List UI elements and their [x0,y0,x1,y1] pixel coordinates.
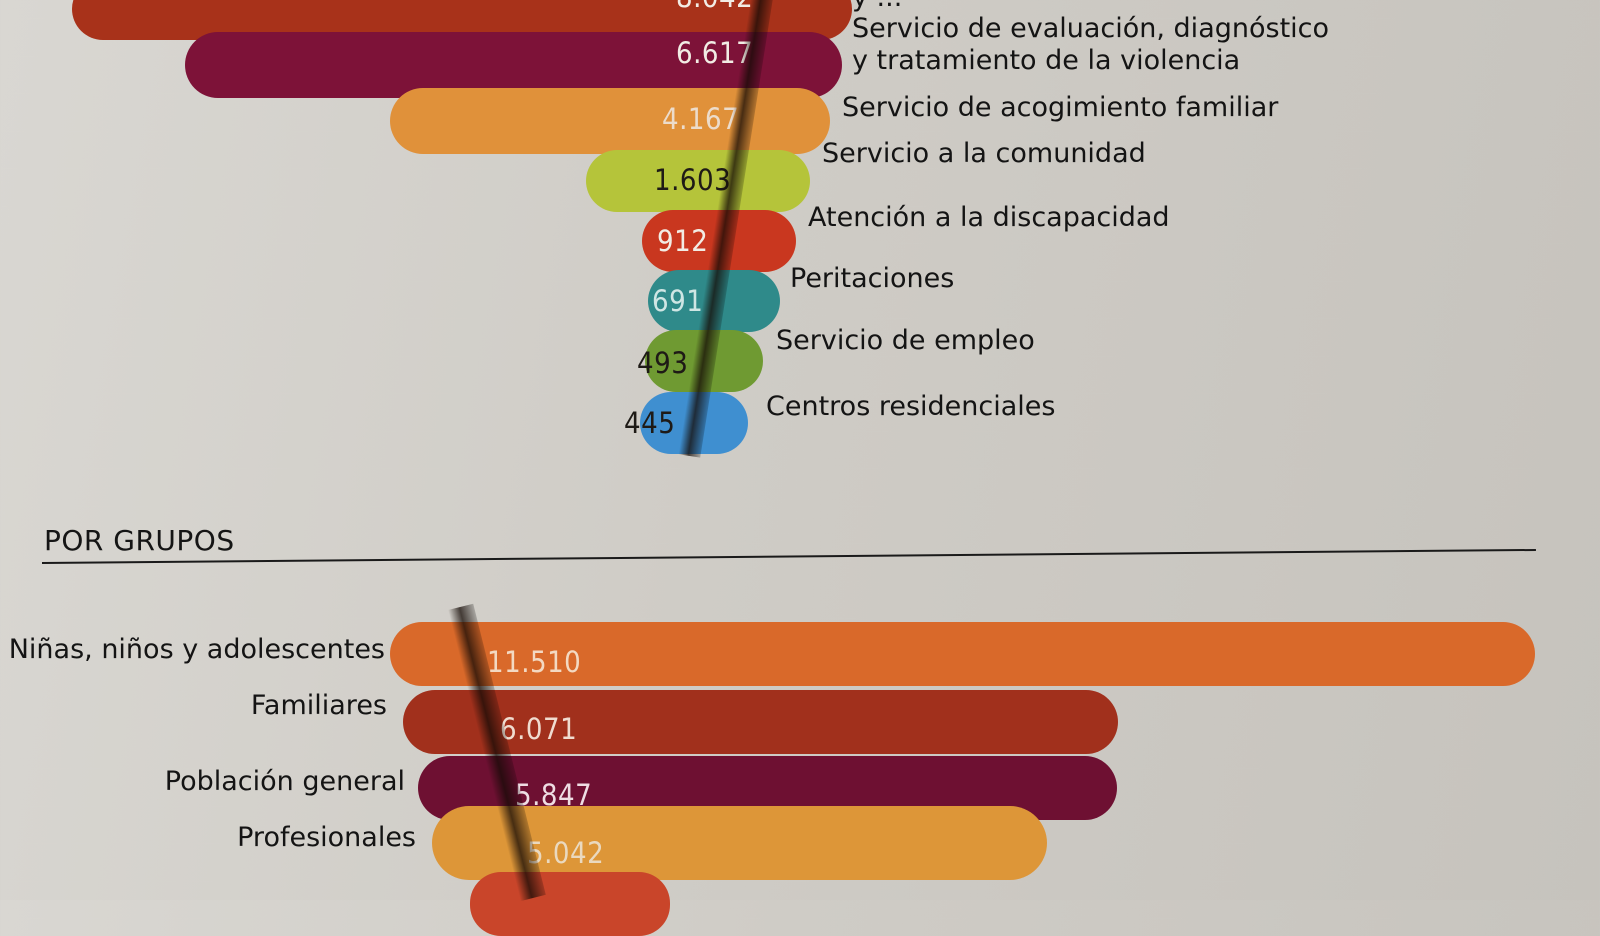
value-top-0: 8.042 [676,0,753,14]
section-divider [41,548,1536,564]
bar-bottom-4-partial [470,872,670,936]
bar-bottom-0 [390,622,1535,686]
value-top-4: 912 [657,224,709,258]
value-bottom-0: 11.510 [487,645,582,679]
label-top-1a: Servicio de evaluación, diagnóstico [852,13,1330,44]
label-bottom-3: Profesionales [237,822,416,853]
bar-top-3 [586,150,810,212]
label-top-6: Servicio de empleo [776,325,1035,356]
value-top-5: 691 [652,284,704,318]
bar-top-1 [185,32,842,98]
label-bottom-1: Familiares [250,690,387,721]
bar-top-2 [390,88,830,154]
label-top-2: Servicio de acogimiento familiar [842,92,1279,123]
section-title: POR GRUPOS [44,524,235,557]
value-top-6: 493 [637,346,689,380]
bar-bottom-1 [403,690,1118,754]
label-top-5: Peritaciones [790,263,955,294]
label-top-4: Atención a la discapacidad [808,202,1170,233]
label-bottom-0: Niñas, niños y adolescentes [8,634,385,665]
label-top-3: Servicio a la comunidad [822,138,1146,169]
value-top-2: 4.167 [662,102,740,136]
label-top-1b: y tratamiento de la violencia [852,45,1241,76]
value-bottom-1: 6.071 [500,712,578,746]
label-bottom-2: Población general [164,766,405,797]
value-top-3: 1.603 [654,163,732,197]
value-bottom-3: 5.042 [527,836,605,870]
label-top-partial: y ... [852,0,902,14]
label-top-7: Centros residenciales [766,391,1056,422]
value-top-7: 445 [624,406,676,440]
